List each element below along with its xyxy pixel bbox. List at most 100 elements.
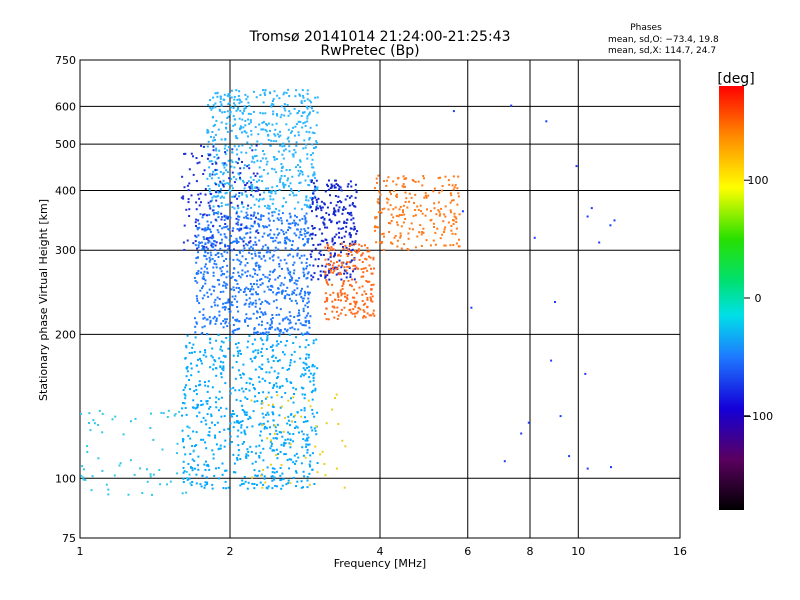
scatter-point <box>430 218 433 221</box>
scatter-point <box>236 221 239 224</box>
scatter-point <box>324 270 327 273</box>
scatter-point <box>355 292 358 295</box>
scatter-point <box>346 218 349 221</box>
scatter-point <box>198 197 201 200</box>
scatter-point <box>283 276 286 279</box>
scatter-point <box>245 286 248 289</box>
scatter-point <box>181 414 183 417</box>
scatter-point <box>295 425 298 428</box>
scatter-point <box>236 228 239 231</box>
scatter-point <box>261 333 264 335</box>
scatter-point <box>328 263 330 266</box>
scatter-point <box>351 278 353 281</box>
scatter-point <box>444 226 447 229</box>
scatter-point <box>272 103 275 106</box>
scatter-point <box>313 147 315 149</box>
scatter-point <box>302 470 305 473</box>
scatter-point <box>202 285 204 288</box>
scatter-point <box>266 276 269 279</box>
scatter-point <box>245 194 248 197</box>
scatter-point <box>270 322 273 325</box>
scatter-point <box>226 94 229 97</box>
scatter-point <box>253 249 256 252</box>
scatter-point <box>314 234 317 237</box>
scatter-point <box>293 207 296 210</box>
scatter-point <box>323 223 326 226</box>
scatter-point <box>402 211 404 214</box>
scatter-point <box>286 368 289 371</box>
scatter-point <box>221 272 224 275</box>
scatter-point <box>326 226 329 229</box>
scatter-point <box>249 227 252 230</box>
scatter-point <box>217 448 220 451</box>
scatter-point <box>271 202 274 205</box>
scatter-point <box>452 175 455 178</box>
scatter-point <box>278 386 281 389</box>
scatter-point <box>190 367 193 370</box>
scatter-point <box>253 331 256 334</box>
scatter-point <box>297 174 300 177</box>
scatter-point <box>306 302 309 305</box>
scatter-point <box>236 421 239 424</box>
scatter-point <box>203 325 206 328</box>
scatter-point <box>247 112 250 115</box>
scatter-point <box>255 154 258 157</box>
scatter-point <box>358 243 361 246</box>
scatter-point <box>241 273 244 276</box>
scatter-point <box>209 207 212 210</box>
scatter-point <box>247 118 250 121</box>
scatter-point <box>206 413 209 416</box>
scatter-point <box>206 291 209 294</box>
scatter-point <box>218 190 221 193</box>
scatter-point <box>282 205 284 207</box>
scatter-point <box>220 340 223 343</box>
scatter-point <box>191 458 194 461</box>
scatter-point <box>424 192 427 195</box>
scatter-point <box>266 204 269 207</box>
scatter-point <box>197 270 200 272</box>
scatter-point <box>339 186 342 189</box>
scatter-point <box>304 368 307 371</box>
scatter-point <box>268 224 271 227</box>
scatter-point <box>321 264 324 267</box>
scatter-point <box>379 193 382 196</box>
scatter-point <box>333 209 336 212</box>
scatter-point <box>282 182 285 185</box>
scatter-point <box>454 184 457 187</box>
chart-title: Tromsø 20141014 21:24:00-21:25:43 <box>249 29 511 45</box>
scatter-point <box>243 107 246 110</box>
scatter-point <box>319 453 322 456</box>
scatter-point <box>212 149 215 152</box>
scatter-point <box>305 212 308 215</box>
scatter-point <box>306 331 309 334</box>
scatter-point <box>252 410 255 413</box>
scatter-point <box>333 269 336 272</box>
scatter-point <box>195 482 198 485</box>
scatter-point <box>342 246 344 248</box>
scatter-point <box>333 212 336 215</box>
scatter-point <box>236 162 239 165</box>
scatter-point <box>216 92 219 95</box>
scatter-point <box>217 205 220 207</box>
scatter-point <box>236 258 239 261</box>
scatter-point <box>304 146 307 149</box>
scatter-point <box>215 396 218 399</box>
scatter-point <box>351 240 354 243</box>
scatter-point <box>267 404 270 407</box>
scatter-point <box>336 292 339 295</box>
scatter-point <box>225 126 227 129</box>
scatter-point <box>243 410 246 413</box>
scatter-point <box>311 107 313 110</box>
scatter-point <box>399 234 402 237</box>
scatter-point <box>346 294 349 297</box>
scatter-point <box>260 278 263 280</box>
scatter-point <box>312 192 315 195</box>
scatter-point <box>311 237 314 240</box>
scatter-point <box>201 228 204 231</box>
scatter-point <box>336 201 339 203</box>
scatter-point <box>297 223 300 226</box>
scatter-point <box>223 428 226 431</box>
scatter-point <box>311 131 314 134</box>
scatter-point <box>250 450 253 453</box>
scatter-point <box>438 210 441 213</box>
